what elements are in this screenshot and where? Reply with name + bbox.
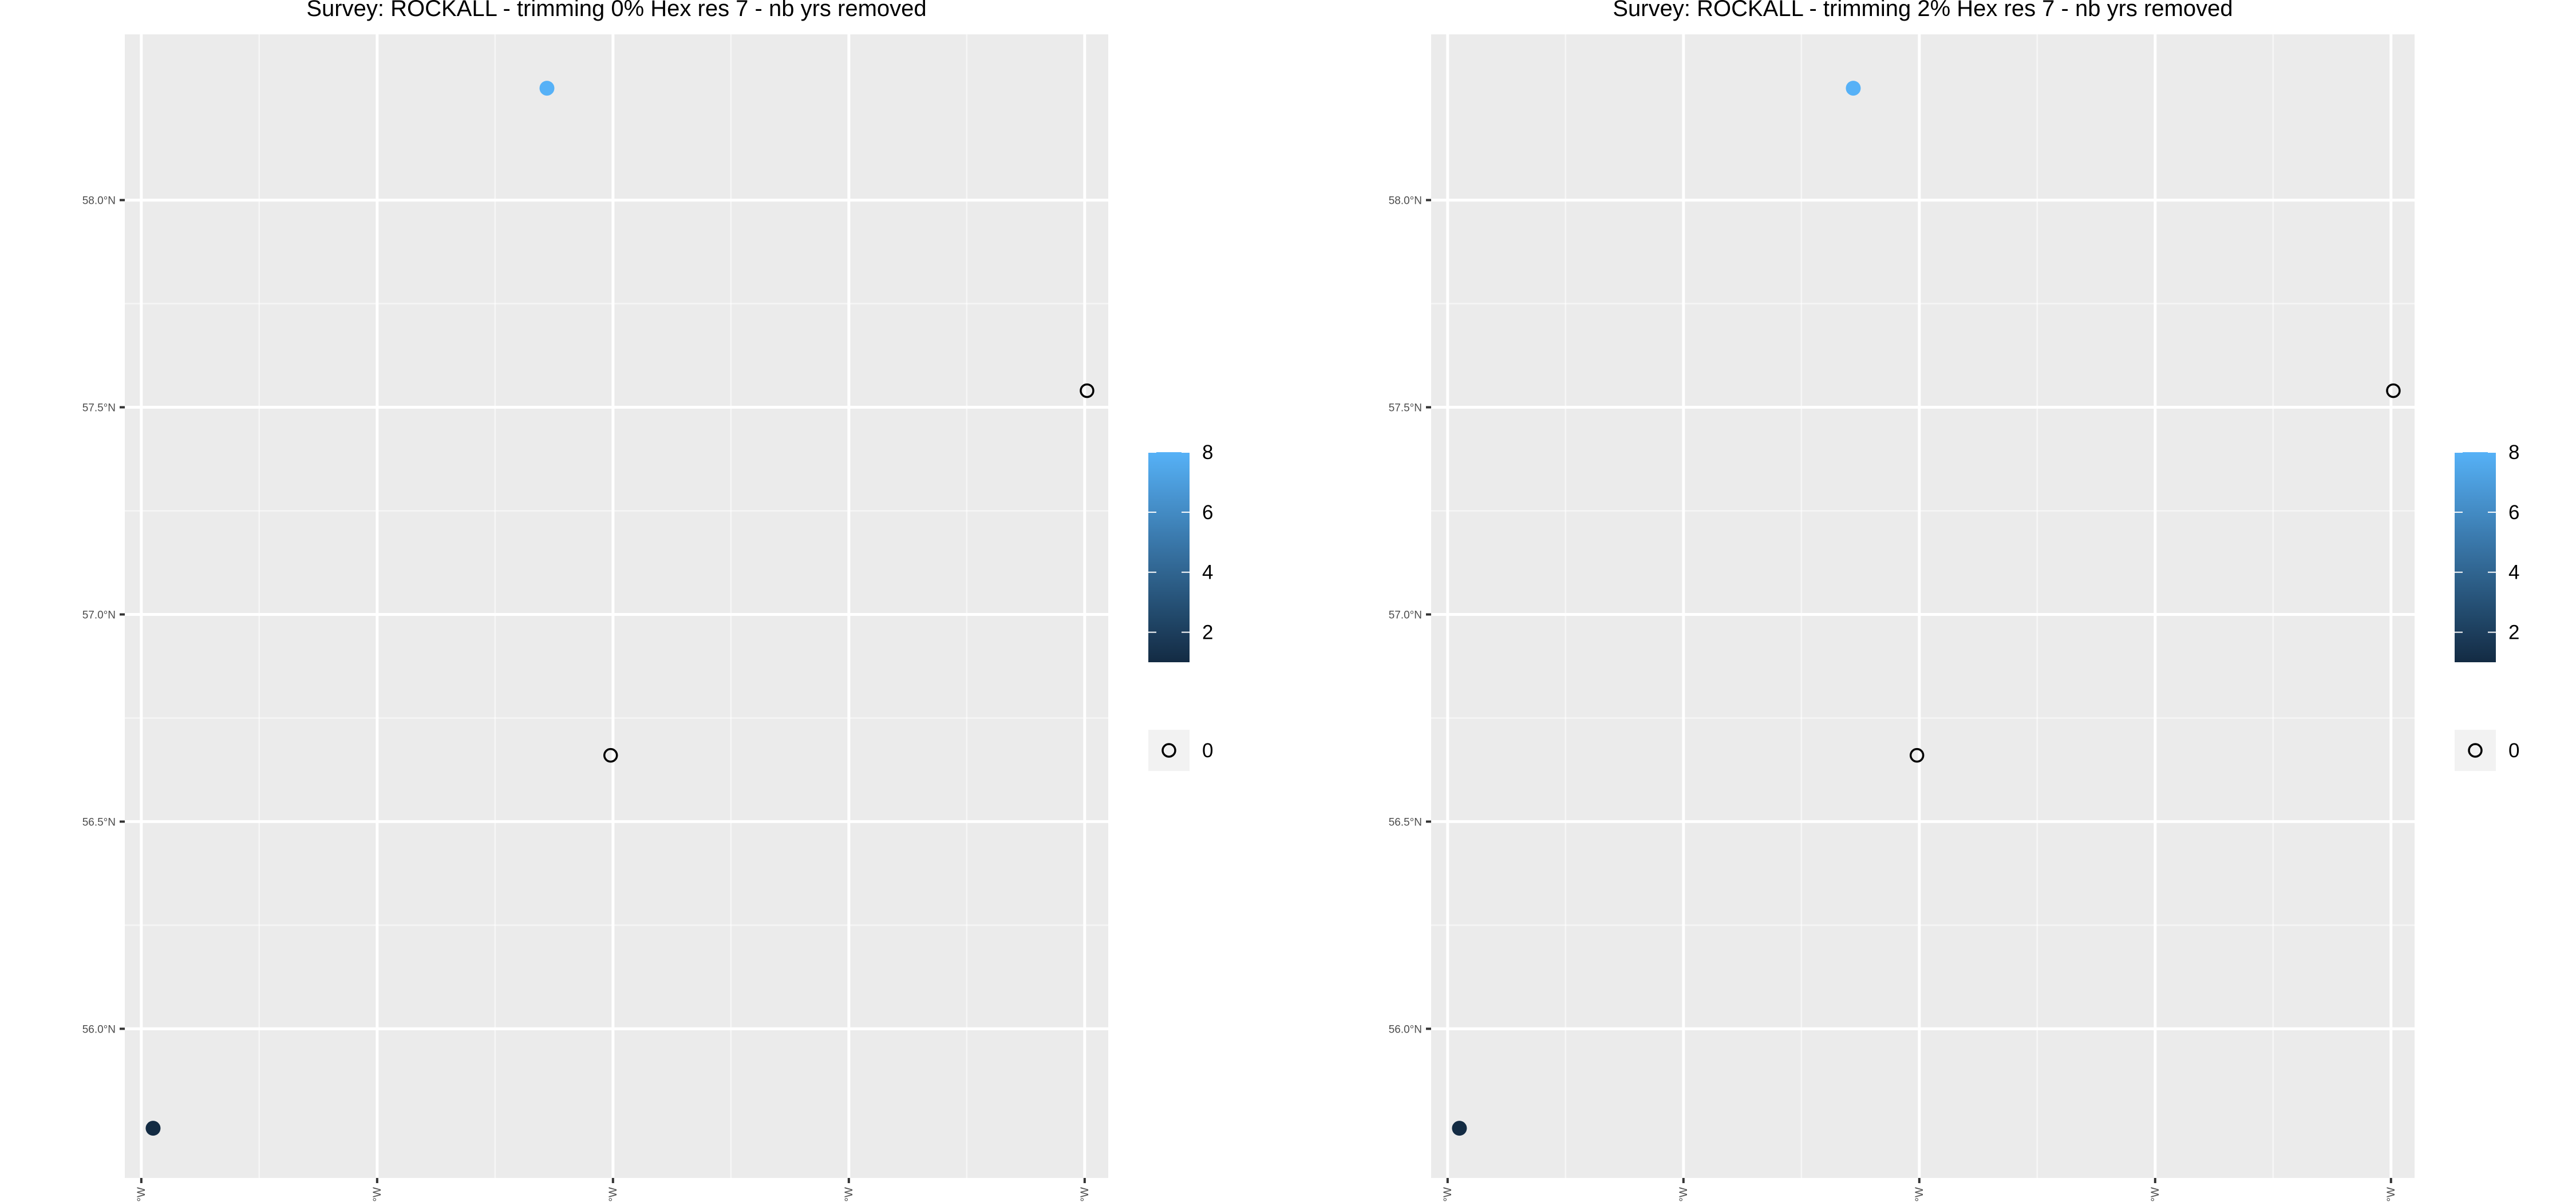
data-point: [539, 81, 555, 96]
data-point: [1452, 1121, 1467, 1136]
x-tick-label: 15°W: [1914, 1187, 1926, 1202]
chart-panel-1: Survey: ROCKALL - trimming 0% Hex res 7 …: [82, 0, 1214, 1202]
colorbar-label: 2: [2508, 622, 2519, 644]
y-tick-label: 57.0°N: [82, 609, 116, 621]
x-tick-label: 15°W: [607, 1187, 619, 1202]
chart-panel-2: Survey: ROCKALL - trimming 2% Hex res 7 …: [1389, 0, 2520, 1202]
colorbar: [2455, 452, 2496, 662]
data-point-zero: [1909, 748, 1925, 763]
x-tick-label: 16°W: [372, 1187, 384, 1202]
zero-legend-label: 0: [2508, 740, 2519, 762]
data-point-zero: [1080, 383, 1095, 398]
y-tick-label: 56.5°N: [1389, 816, 1422, 828]
data-point: [1846, 81, 1861, 96]
x-tick-label: 14°W: [2150, 1187, 2162, 1202]
colorbar: [1148, 452, 1190, 662]
colorbar-label: 2: [1202, 622, 1213, 644]
x-tick-label: 13°W: [1079, 1187, 1091, 1202]
zero-legend-marker: [1161, 743, 1176, 758]
colorbar-label: 4: [1202, 562, 1213, 584]
zero-legend-label: 0: [1202, 740, 1213, 762]
plot-panel: [125, 34, 1108, 1178]
data-point-zero: [603, 748, 618, 763]
zero-legend-marker: [2468, 743, 2483, 758]
chart-title: Survey: ROCKALL - trimming 2% Hex res 7 …: [1613, 0, 2233, 21]
colorbar-label: 6: [1202, 501, 1213, 524]
x-tick-label: 17°W: [136, 1187, 148, 1202]
y-tick-label: 56.0°N: [82, 1023, 116, 1035]
y-tick-label: 58.0°N: [1389, 195, 1422, 207]
y-tick-label: 57.5°N: [82, 402, 116, 414]
colorbar-label: 6: [2508, 501, 2519, 524]
y-tick-label: 57.0°N: [1389, 609, 1422, 621]
colorbar-label: 4: [2508, 562, 2519, 584]
x-tick-label: 16°W: [1678, 1187, 1690, 1202]
plot-panel: [1431, 34, 2415, 1178]
zero-legend-key: [2455, 730, 2496, 771]
y-tick-label: 58.0°N: [82, 195, 116, 207]
y-tick-label: 56.5°N: [82, 816, 116, 828]
x-tick-label: 14°W: [843, 1187, 855, 1202]
y-tick-label: 56.0°N: [1389, 1023, 1422, 1035]
x-tick-label: 17°W: [1442, 1187, 1454, 1202]
x-tick-label: 13°W: [2385, 1187, 2397, 1202]
y-tick-label: 57.5°N: [1389, 402, 1422, 414]
colorbar-label: 8: [1202, 441, 1213, 464]
colorbar-label: 8: [2508, 441, 2519, 464]
data-point-zero: [2386, 383, 2401, 398]
chart-title: Survey: ROCKALL - trimming 0% Hex res 7 …: [306, 0, 926, 21]
data-point: [145, 1121, 161, 1136]
zero-legend-key: [1148, 730, 1190, 771]
